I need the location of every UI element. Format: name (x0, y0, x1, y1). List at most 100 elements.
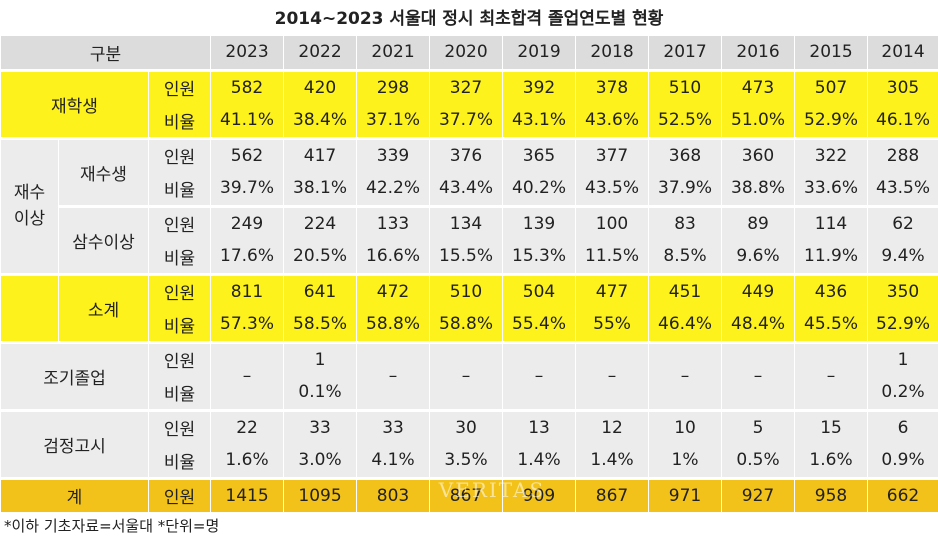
jaehak-count-2017: 510 (648, 68, 723, 104)
ged-count-2022: 33 (283, 408, 358, 444)
sublabel-count: 인원 (147, 136, 212, 172)
jaehak-ratio-2014: 46.1% (867, 104, 938, 138)
total-count-2019: 909 (502, 476, 577, 512)
row-label-samsu: 삼수이상 (58, 204, 149, 274)
early-count-2014: 1 (867, 340, 938, 376)
total-count-2018: 867 (575, 476, 650, 512)
table-row: 조기졸업 인원 –1– – – – – – –1 (0, 340, 938, 410)
ged-count-2017: 10 (648, 408, 723, 444)
subtotal-ratio-2021: 58.8% (356, 308, 431, 342)
subtotal-count-2015: 436 (794, 272, 869, 308)
jaehak-count-2015: 507 (794, 68, 869, 104)
header-year-2016: 2016 (721, 36, 796, 70)
jaesu-ratio-2014: 43.5% (867, 172, 938, 206)
row-label-subtotal: 소계 (58, 272, 149, 342)
jaehak-count-2016: 473 (721, 68, 796, 104)
sublabel-count: 인원 (147, 408, 212, 444)
ged-ratio-2018: 1.4% (575, 444, 650, 478)
samsu-count-2017: 83 (648, 204, 723, 240)
jaesu-count-2020: 376 (429, 136, 504, 172)
sublabel-ratio: 비율 (147, 308, 212, 342)
samsu-ratio-2020: 15.5% (429, 240, 504, 274)
early-count-2015: – (794, 340, 869, 410)
samsu-ratio-2014: 9.4% (867, 240, 938, 274)
sublabel-count: 인원 (147, 68, 212, 104)
row-label-early: 조기졸업 (0, 340, 149, 410)
table-row: 소계 인원 811 641 472 510 504 477 451 449 436 350 (0, 272, 938, 342)
header-year-2021: 2021 (356, 36, 431, 70)
header-year-2022: 2022 (283, 36, 358, 70)
ged-ratio-2020: 3.5% (429, 444, 504, 478)
jaehak-count-2023: 582 (210, 68, 285, 104)
subtotal-ratio-2018: 55% (575, 308, 650, 342)
ged-count-2019: 13 (502, 408, 577, 444)
early-count-2023: – (210, 340, 285, 410)
header-year-2017: 2017 (648, 36, 723, 70)
total-count-2023: 1415 (210, 476, 285, 512)
sublabel-count: 인원 (147, 340, 212, 376)
jaesu-ratio-2023: 39.7% (210, 172, 285, 206)
subtotal-count-2018: 477 (575, 272, 650, 308)
header-year-2023: 2023 (210, 36, 285, 70)
header-year-2015: 2015 (794, 36, 869, 70)
jaehak-count-2021: 298 (356, 68, 431, 104)
total-count-2022: 1095 (283, 476, 358, 512)
jaehak-ratio-2021: 37.1% (356, 104, 431, 138)
early-count-2021: – (356, 340, 431, 410)
samsu-count-2020: 134 (429, 204, 504, 240)
jaesu-ratio-2022: 38.1% (283, 172, 358, 206)
sublabel-ratio: 비율 (147, 376, 212, 410)
total-count-2015: 958 (794, 476, 869, 512)
ged-ratio-2021: 4.1% (356, 444, 431, 478)
total-count-2021: 803 (356, 476, 431, 512)
samsu-ratio-2019: 15.3% (502, 240, 577, 274)
header-year-2019: 2019 (502, 36, 577, 70)
subtotal-ratio-2014: 52.9% (867, 308, 938, 342)
jaesu-count-2016: 360 (721, 136, 796, 172)
samsu-count-2018: 100 (575, 204, 650, 240)
subtotal-indent (0, 272, 59, 342)
samsu-count-2023: 249 (210, 204, 285, 240)
row-label-ged: 검정고시 (0, 408, 149, 478)
jaehak-ratio-2019: 43.1% (502, 104, 577, 138)
subtotal-ratio-2020: 58.8% (429, 308, 504, 342)
jaehak-count-2020: 327 (429, 68, 504, 104)
table-row: 비율 41.1% 38.4% 37.1% 37.7% 43.1% 43.6% 52.5% 51.… (1, 104, 938, 138)
early-ratio-2022: 0.1% (283, 376, 358, 410)
table-row: 구분 2023 2022 2021 2020 2019 2018 2017 2016 2015 20… (0, 36, 938, 70)
ged-ratio-2019: 1.4% (502, 444, 577, 478)
samsu-count-2022: 224 (283, 204, 358, 240)
sublabel-count: 인원 (147, 476, 212, 512)
sublabel-ratio: 비율 (147, 240, 212, 274)
samsu-count-2021: 133 (356, 204, 431, 240)
subtotal-count-2017: 451 (648, 272, 723, 308)
ged-count-2018: 12 (575, 408, 650, 444)
group-label-jaesu-plus: 재수 이상 (0, 136, 59, 274)
jaesu-ratio-2021: 42.2% (356, 172, 431, 206)
samsu-ratio-2023: 17.6% (210, 240, 285, 274)
footnote: *이하 기초자료=서울대 *단위=명 (4, 517, 220, 535)
subtotal-ratio-2022: 58.5% (283, 308, 358, 342)
jaehak-ratio-2023: 41.1% (210, 104, 285, 138)
sublabel-count: 인원 (147, 272, 212, 308)
ged-count-2016: 5 (721, 408, 796, 444)
samsu-count-2019: 139 (502, 204, 577, 240)
header-year-2020: 2020 (429, 36, 504, 70)
table-row: 비율 57.3% 58.5% 58.8% 58.8% 55.4% 55% 46.4% 48.4%… (1, 308, 938, 342)
ged-count-2020: 30 (429, 408, 504, 444)
jaehak-count-2022: 420 (283, 68, 358, 104)
ged-ratio-2014: 0.9% (867, 444, 938, 478)
table-row: 검정고시 인원 22 33 33 30 13 12 10 5 15 6 (0, 408, 938, 478)
ged-ratio-2015: 1.6% (794, 444, 869, 478)
jaesu-ratio-2016: 38.8% (721, 172, 796, 206)
jaehak-ratio-2017: 52.5% (648, 104, 723, 138)
header-year-2014: 2014 (867, 36, 938, 70)
header-year-2018: 2018 (575, 36, 650, 70)
subtotal-count-2023: 811 (210, 272, 285, 308)
table-row: 재수 이상 재수생 인원 562 417 339 376 365 377 368 360 322 288 (0, 136, 938, 274)
jaesu-ratio-2015: 33.6% (794, 172, 869, 206)
jaesu-count-2023: 562 (210, 136, 285, 172)
total-count-2016: 927 (721, 476, 796, 512)
jaehak-ratio-2022: 38.4% (283, 104, 358, 138)
jaesu-count-2021: 339 (356, 136, 431, 172)
